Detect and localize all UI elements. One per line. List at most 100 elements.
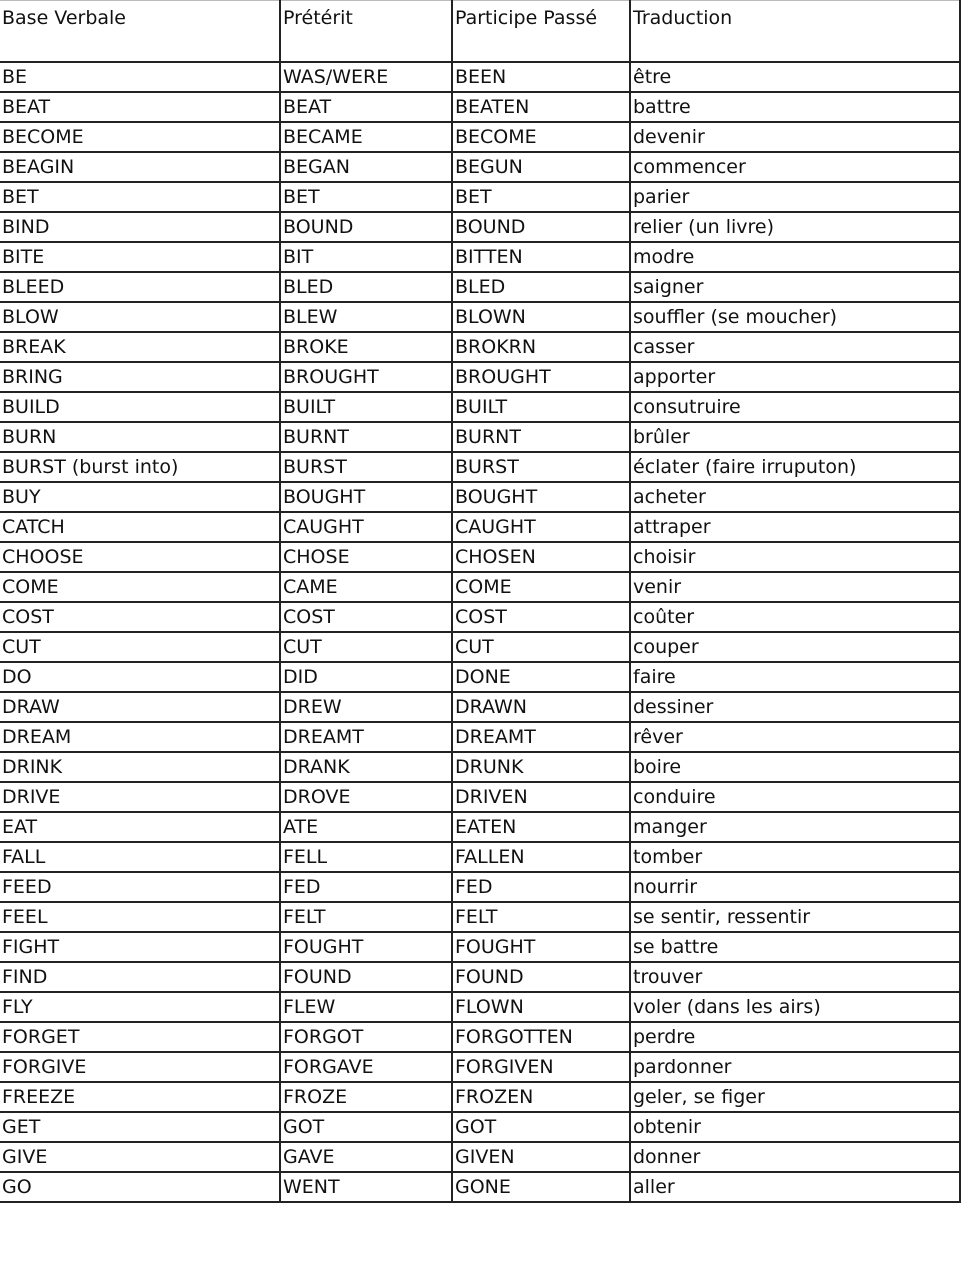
cell-base-verbale: BURST (burst into) xyxy=(0,451,281,483)
cell-traduction: trouver xyxy=(629,961,961,993)
header-traduction: Traduction xyxy=(629,0,961,63)
table-row: DRIVE DROVE DRIVEN conduire xyxy=(0,781,961,813)
cell-traduction: faire xyxy=(629,661,961,693)
cell-base-verbale: COME xyxy=(0,571,281,603)
table-row: FIGHT FOUGHT FOUGHT se battre xyxy=(0,931,961,963)
cell-base-verbale: DO xyxy=(0,661,281,693)
table-row: FLY FLEW FLOWN voler (dans les airs) xyxy=(0,991,961,1023)
cell-preterit: BOUND xyxy=(279,211,453,243)
table-row: DREAM DREAMT DREAMT rêver xyxy=(0,721,961,753)
header-base-verbale: Base Verbale xyxy=(0,0,281,63)
cell-base-verbale: EAT xyxy=(0,811,281,843)
cell-participe-passe: DRAWN xyxy=(451,691,631,723)
cell-preterit: FOUGHT xyxy=(279,931,453,963)
table-row: CATCH CAUGHT CAUGHT attraper xyxy=(0,511,961,543)
cell-traduction: parier xyxy=(629,181,961,213)
cell-traduction: consutruire xyxy=(629,391,961,423)
irregular-verbs-table: Base Verbale Prétérit Participe Passé Tr… xyxy=(0,0,961,1203)
cell-participe-passe: BEATEN xyxy=(451,91,631,123)
cell-base-verbale: DREAM xyxy=(0,721,281,753)
cell-base-verbale: FORGIVE xyxy=(0,1051,281,1083)
table-row: FALL FELL FALLEN tomber xyxy=(0,841,961,873)
cell-preterit: BUILT xyxy=(279,391,453,423)
cell-base-verbale: BE xyxy=(0,61,281,93)
cell-participe-passe: FROZEN xyxy=(451,1081,631,1113)
cell-base-verbale: BUY xyxy=(0,481,281,513)
cell-preterit: FROZE xyxy=(279,1081,453,1113)
cell-participe-passe: DONE xyxy=(451,661,631,693)
table-row: BUY BOUGHT BOUGHT acheter xyxy=(0,481,961,513)
table-row: FEEL FELT FELT se sentir, ressentir xyxy=(0,901,961,933)
cell-traduction: manger xyxy=(629,811,961,843)
cell-participe-passe: BURNT xyxy=(451,421,631,453)
table-row: BREAK BROKE BROKRN casser xyxy=(0,331,961,363)
cell-base-verbale: FIND xyxy=(0,961,281,993)
header-row: Base Verbale Prétérit Participe Passé Tr… xyxy=(0,0,961,63)
cell-participe-passe: BOUGHT xyxy=(451,481,631,513)
cell-traduction: conduire xyxy=(629,781,961,813)
table-row: BLOW BLEW BLOWN souffler (se moucher) xyxy=(0,301,961,333)
cell-participe-passe: BUILT xyxy=(451,391,631,423)
cell-participe-passe: FELT xyxy=(451,901,631,933)
table-row: BEAT BEAT BEATEN battre xyxy=(0,91,961,123)
table-row: FORGIVE FORGAVE FORGIVEN pardonner xyxy=(0,1051,961,1083)
cell-base-verbale: BEAGIN xyxy=(0,151,281,183)
cell-traduction: donner xyxy=(629,1141,961,1173)
cell-base-verbale: BECOME xyxy=(0,121,281,153)
cell-preterit: GOT xyxy=(279,1111,453,1143)
cell-base-verbale: FALL xyxy=(0,841,281,873)
cell-traduction: souffler (se moucher) xyxy=(629,301,961,333)
cell-base-verbale: FORGET xyxy=(0,1021,281,1053)
table-row: FREEZE FROZE FROZEN geler, se figer xyxy=(0,1081,961,1113)
cell-base-verbale: BET xyxy=(0,181,281,213)
cell-base-verbale: DRAW xyxy=(0,691,281,723)
cell-base-verbale: BUILD xyxy=(0,391,281,423)
cell-participe-passe: BROKRN xyxy=(451,331,631,363)
cell-preterit: DID xyxy=(279,661,453,693)
cell-participe-passe: BEEN xyxy=(451,61,631,93)
cell-traduction: attraper xyxy=(629,511,961,543)
cell-traduction: relier (un livre) xyxy=(629,211,961,243)
cell-traduction: venir xyxy=(629,571,961,603)
cell-participe-passe: DREAMT xyxy=(451,721,631,753)
cell-base-verbale: CATCH xyxy=(0,511,281,543)
cell-base-verbale: FIGHT xyxy=(0,931,281,963)
cell-preterit: DROVE xyxy=(279,781,453,813)
cell-participe-passe: BITTEN xyxy=(451,241,631,273)
cell-participe-passe: FLOWN xyxy=(451,991,631,1023)
table-row: BEAGIN BEGAN BEGUN commencer xyxy=(0,151,961,183)
table-row: BITE BIT BITTEN modre xyxy=(0,241,961,273)
cell-participe-passe: BLED xyxy=(451,271,631,303)
cell-participe-passe: FORGIVEN xyxy=(451,1051,631,1083)
cell-traduction: boire xyxy=(629,751,961,783)
cell-preterit: CUT xyxy=(279,631,453,663)
table-row: DRINK DRANK DRUNK boire xyxy=(0,751,961,783)
cell-base-verbale: BLEED xyxy=(0,271,281,303)
cell-base-verbale: FEEL xyxy=(0,901,281,933)
cell-traduction: saigner xyxy=(629,271,961,303)
cell-participe-passe: COME xyxy=(451,571,631,603)
cell-base-verbale: FLY xyxy=(0,991,281,1023)
table-row: BET BET BET parier xyxy=(0,181,961,213)
cell-participe-passe: FALLEN xyxy=(451,841,631,873)
table-row: CUT CUT CUT couper xyxy=(0,631,961,663)
table-row: GET GOT GOT obtenir xyxy=(0,1111,961,1143)
cell-participe-passe: DRIVEN xyxy=(451,781,631,813)
cell-traduction: tomber xyxy=(629,841,961,873)
cell-base-verbale: BITE xyxy=(0,241,281,273)
cell-traduction: couper xyxy=(629,631,961,663)
cell-traduction: commencer xyxy=(629,151,961,183)
cell-base-verbale: FREEZE xyxy=(0,1081,281,1113)
cell-participe-passe: CUT xyxy=(451,631,631,663)
cell-preterit: COST xyxy=(279,601,453,633)
cell-participe-passe: BROUGHT xyxy=(451,361,631,393)
cell-base-verbale: DRINK xyxy=(0,751,281,783)
cell-participe-passe: CAUGHT xyxy=(451,511,631,543)
cell-preterit: FLEW xyxy=(279,991,453,1023)
cell-preterit: FED xyxy=(279,871,453,903)
cell-base-verbale: BLOW xyxy=(0,301,281,333)
cell-traduction: se sentir, ressentir xyxy=(629,901,961,933)
cell-participe-passe: FED xyxy=(451,871,631,903)
table-row: CHOOSE CHOSE CHOSEN choisir xyxy=(0,541,961,573)
cell-preterit: FELL xyxy=(279,841,453,873)
